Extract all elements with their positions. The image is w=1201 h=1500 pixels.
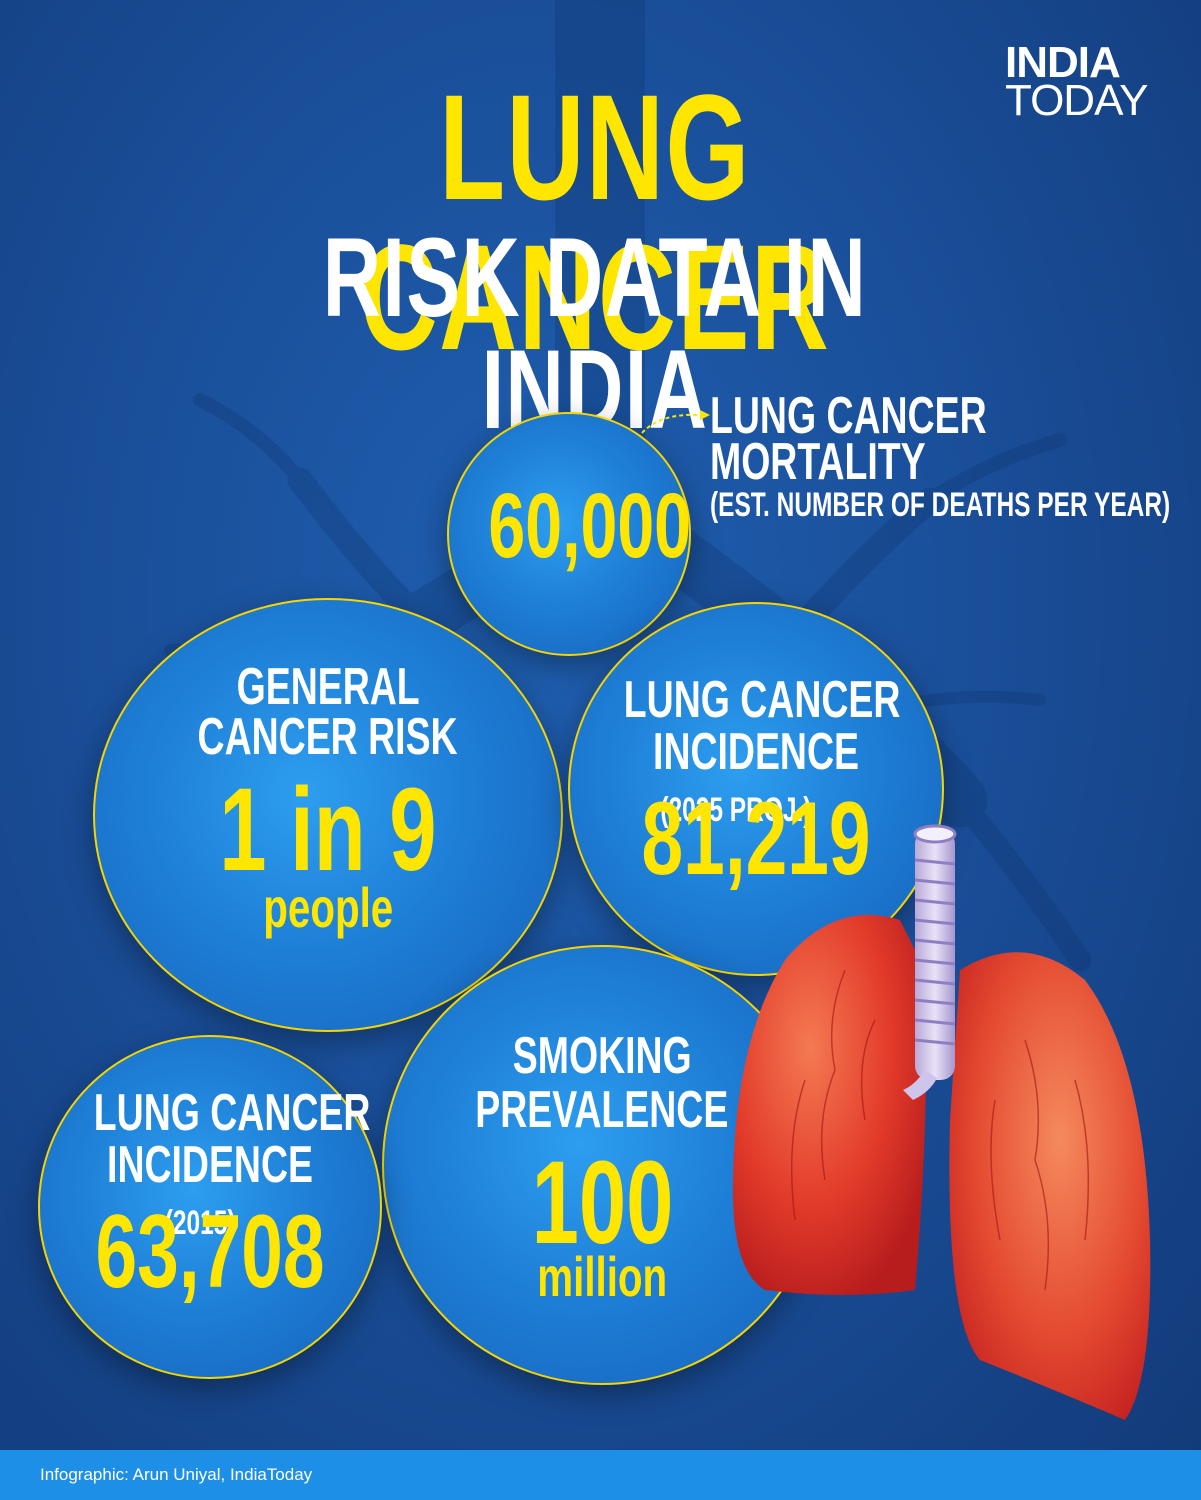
incidence-2025-label-line-1: LUNG CANCER xyxy=(623,671,901,729)
incidence-2015-circle: LUNG CANCER INCIDENCE (2015) 63,708 xyxy=(38,1035,382,1379)
smoking-value: 100 xyxy=(531,1137,673,1269)
general-risk-label-line-1: GENERAL xyxy=(236,658,420,716)
title-line-1: LUNG CANCER xyxy=(359,63,831,381)
general-risk-value: 1 in 9 xyxy=(219,764,437,896)
india-today-logo: INDIA TODAY xyxy=(1005,38,1175,125)
incidence-2025-value: 81,219 xyxy=(641,781,871,897)
incidence-2015-label-note: (2015) xyxy=(164,1204,236,1242)
footer-credit: Infographic: Arun Uniyal, IndiaToday xyxy=(40,1465,313,1484)
incidence-2025-circle: LUNG CANCER INCIDENCE (2025 PROJ.) 81,21… xyxy=(568,602,944,976)
smoking-unit: million xyxy=(537,1245,667,1308)
logo-line-1: INDIA xyxy=(1005,38,1121,87)
incidence-2015-label-line-1: LUNG CANCER xyxy=(93,1084,371,1142)
general-risk-label-line-2: CANCER RISK xyxy=(197,708,459,766)
mortality-circle: 60,000 xyxy=(447,412,691,656)
mortality-pointer-arrow xyxy=(641,410,710,434)
smoking-label-line-2: PREVALENCE xyxy=(475,1081,729,1139)
general-risk-unit: people xyxy=(263,876,393,939)
mortality-value: 60,000 xyxy=(488,475,691,577)
incidence-2025-label-note: (2025 PROJ.) xyxy=(660,791,812,829)
mortality-label-line-2: MORTALITY xyxy=(710,433,926,491)
incidence-2015-value: 63,708 xyxy=(95,1194,325,1310)
incidence-2015-label-line-2: INCIDENCE xyxy=(107,1136,313,1194)
logo-line-2: TODAY xyxy=(1005,76,1149,125)
footer-bar: Infographic: Arun Uniyal, IndiaToday xyxy=(0,1450,1201,1500)
incidence-2025-label-line-2: INCIDENCE xyxy=(653,723,859,781)
mortality-label: LUNG CANCER MORTALITY (EST. NUMBER OF DE… xyxy=(710,387,1201,525)
mortality-label-line-1: LUNG CANCER xyxy=(710,387,987,445)
lungs-illustration xyxy=(732,824,1151,1420)
general-risk-circle: GENERAL CANCER RISK 1 in 9 people xyxy=(93,598,563,1032)
mortality-label-note: (EST. NUMBER OF DEATHS PER YEAR) xyxy=(710,486,1171,524)
smoking-label-line-1: SMOKING xyxy=(512,1027,692,1085)
